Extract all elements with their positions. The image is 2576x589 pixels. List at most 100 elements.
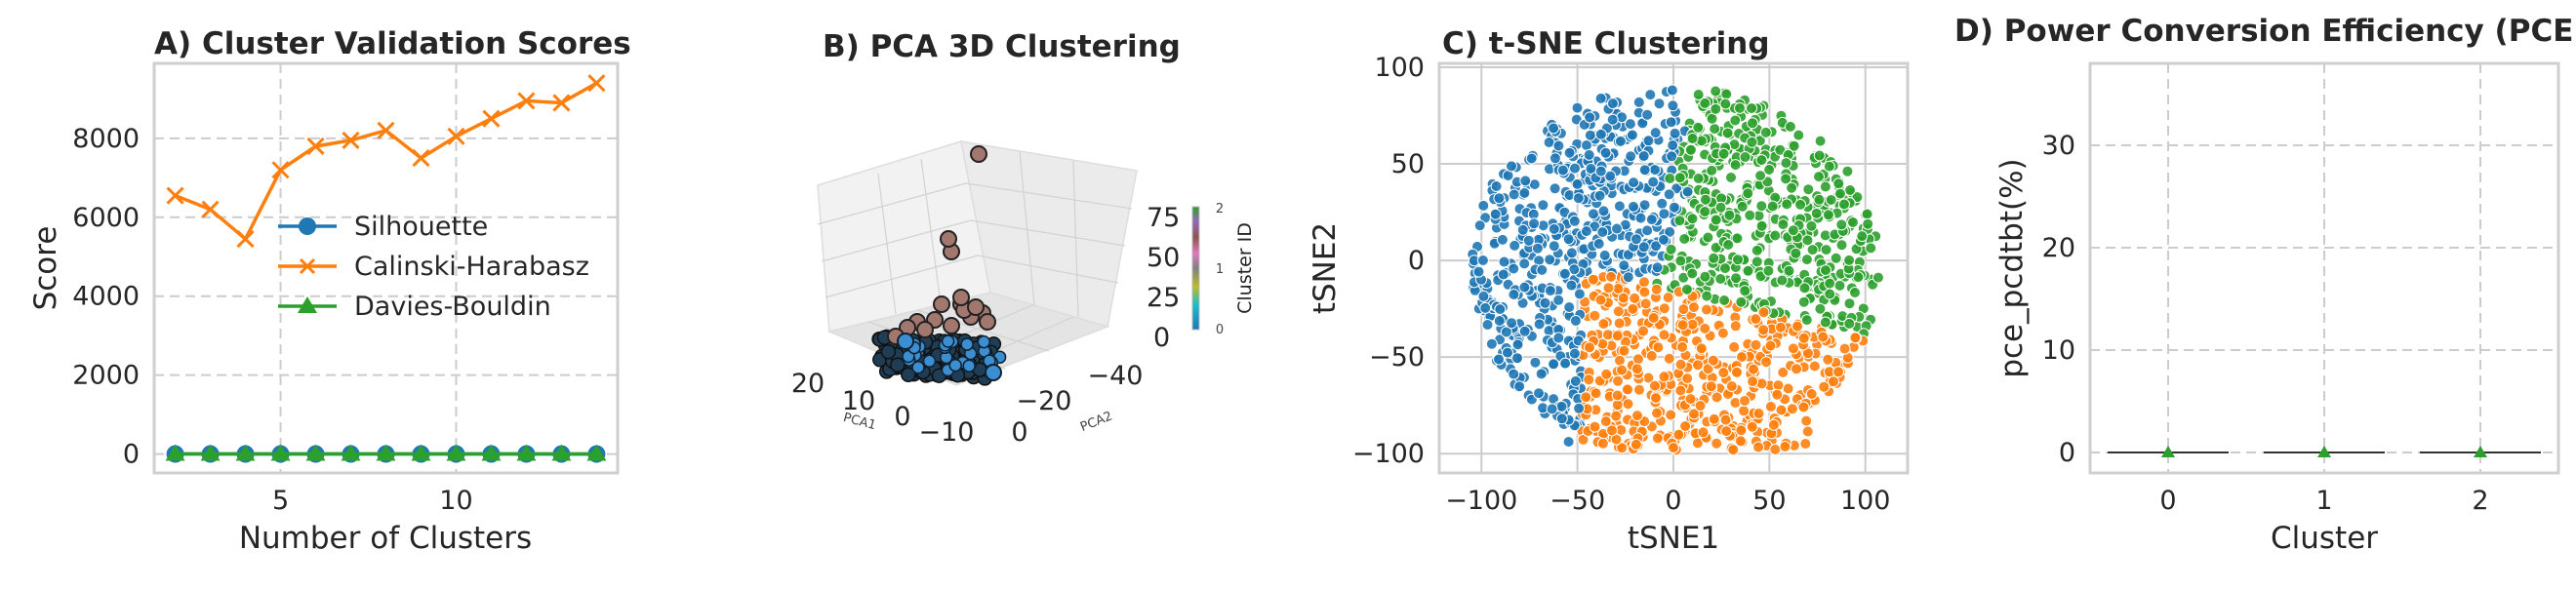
tsne-point bbox=[1758, 307, 1769, 318]
tsne-point bbox=[1718, 148, 1729, 159]
tsne-point bbox=[1826, 195, 1836, 206]
b-ztick: 75 bbox=[1147, 203, 1180, 233]
tsne-point bbox=[1863, 218, 1873, 229]
tsne-point bbox=[1718, 368, 1729, 378]
tsne-point bbox=[1730, 160, 1741, 171]
tsne-point bbox=[1670, 128, 1680, 138]
tsne-point bbox=[1629, 177, 1639, 188]
tsne-point bbox=[1747, 137, 1757, 147]
tsne-point bbox=[1563, 234, 1574, 245]
pca-point bbox=[971, 146, 986, 162]
tsne-point bbox=[1585, 130, 1595, 140]
data-point-x bbox=[483, 111, 499, 127]
tsne-point bbox=[1700, 323, 1711, 334]
tsne-point bbox=[1573, 193, 1584, 204]
tsne-point bbox=[1540, 297, 1550, 308]
panel-b-ylabel: PCA2 bbox=[1078, 409, 1114, 435]
tsne-point bbox=[1687, 134, 1698, 144]
tsne-point bbox=[1674, 216, 1685, 226]
legend-item-silhouette: Silhouette bbox=[278, 212, 488, 242]
panel-c-points bbox=[1468, 85, 1884, 455]
tsne-point bbox=[1730, 115, 1741, 126]
tsne-point bbox=[1651, 393, 1662, 404]
tsne-point bbox=[1632, 411, 1643, 421]
tsne-point bbox=[1595, 294, 1606, 305]
tsne-point bbox=[1792, 321, 1803, 332]
tsne-point bbox=[1652, 433, 1663, 444]
tsne-point bbox=[1529, 218, 1540, 229]
tsne-point bbox=[1669, 443, 1679, 453]
tsne-point bbox=[1569, 216, 1580, 226]
tsne-point bbox=[1642, 109, 1653, 120]
tsne-point bbox=[1595, 93, 1606, 103]
tsne-point bbox=[1729, 341, 1740, 352]
tsne-point bbox=[1550, 153, 1560, 164]
y-tick-label: 8000 bbox=[72, 124, 140, 154]
x-tick-label: 10 bbox=[439, 486, 472, 516]
tsne-point bbox=[1669, 202, 1679, 213]
tsne-point bbox=[1795, 199, 1806, 210]
tsne-point bbox=[1720, 414, 1731, 425]
tsne-point bbox=[1850, 333, 1861, 343]
tsne-point bbox=[1677, 341, 1688, 352]
tsne-point bbox=[1494, 316, 1505, 327]
panel-b-pca-3d: B) PCA 3D Clustering bbox=[791, 29, 1256, 448]
panel-b-z-ticks: 0 25 50 75 bbox=[1147, 203, 1180, 353]
pca-point bbox=[978, 336, 989, 348]
tsne-point bbox=[1756, 201, 1767, 212]
tsne-point bbox=[1603, 283, 1614, 294]
b-ytick: 0 bbox=[1011, 417, 1027, 448]
tsne-point bbox=[1740, 396, 1751, 407]
tsne-point bbox=[1598, 206, 1609, 216]
panel-d-ylabel: pce_pcdtbt(%) bbox=[1994, 158, 2030, 377]
tsne-point bbox=[1617, 365, 1628, 375]
data-point-x bbox=[413, 150, 428, 166]
tsne-point bbox=[1595, 166, 1606, 177]
tsne-point bbox=[1486, 338, 1497, 349]
tsne-point bbox=[1601, 369, 1612, 379]
tsne-point bbox=[1569, 348, 1580, 359]
tsne-point bbox=[1613, 375, 1624, 386]
tsne-point bbox=[1512, 339, 1523, 350]
tsne-point bbox=[1643, 136, 1654, 146]
circle-marker-icon bbox=[299, 217, 316, 235]
tsne-point bbox=[1473, 266, 1484, 277]
legend-label-silhouette: Silhouette bbox=[354, 212, 488, 242]
tsne-point bbox=[1751, 339, 1761, 350]
tsne-point bbox=[1589, 274, 1599, 285]
tsne-point bbox=[1755, 171, 1766, 181]
tsne-point bbox=[1839, 199, 1850, 210]
tsne-point bbox=[1668, 140, 1678, 151]
tsne-point bbox=[1819, 381, 1830, 392]
data-point-x bbox=[168, 188, 183, 204]
y-tick-label: 50 bbox=[1391, 149, 1425, 179]
tsne-point bbox=[1848, 217, 1859, 228]
x-tick-label: 5 bbox=[272, 486, 289, 516]
tsne-point bbox=[1536, 369, 1547, 379]
pca-point bbox=[968, 299, 984, 315]
tsne-point bbox=[1563, 437, 1574, 448]
data-point-x bbox=[238, 231, 254, 247]
tsne-point bbox=[1677, 320, 1688, 331]
tsne-point bbox=[1509, 290, 1519, 300]
tsne-point bbox=[1597, 227, 1608, 238]
y-tick-label: −50 bbox=[1369, 342, 1425, 373]
tsne-point bbox=[1619, 260, 1630, 271]
tsne-point bbox=[1732, 233, 1743, 244]
tsne-point bbox=[1615, 355, 1626, 366]
tsne-point bbox=[1702, 291, 1712, 301]
tsne-point bbox=[1748, 376, 1758, 387]
tsne-point bbox=[1581, 392, 1591, 403]
tsne-point bbox=[1618, 293, 1629, 303]
tsne-point bbox=[1612, 223, 1623, 234]
tsne-point bbox=[1711, 438, 1722, 449]
tsne-point bbox=[1818, 332, 1829, 342]
tsne-point bbox=[1753, 409, 1764, 419]
tsne-point bbox=[1675, 359, 1686, 370]
tsne-point bbox=[1612, 331, 1623, 341]
tsne-point bbox=[1581, 226, 1591, 237]
y-tick-label: 20 bbox=[2042, 233, 2075, 263]
tsne-point bbox=[1556, 413, 1567, 424]
tsne-point bbox=[1494, 193, 1505, 204]
